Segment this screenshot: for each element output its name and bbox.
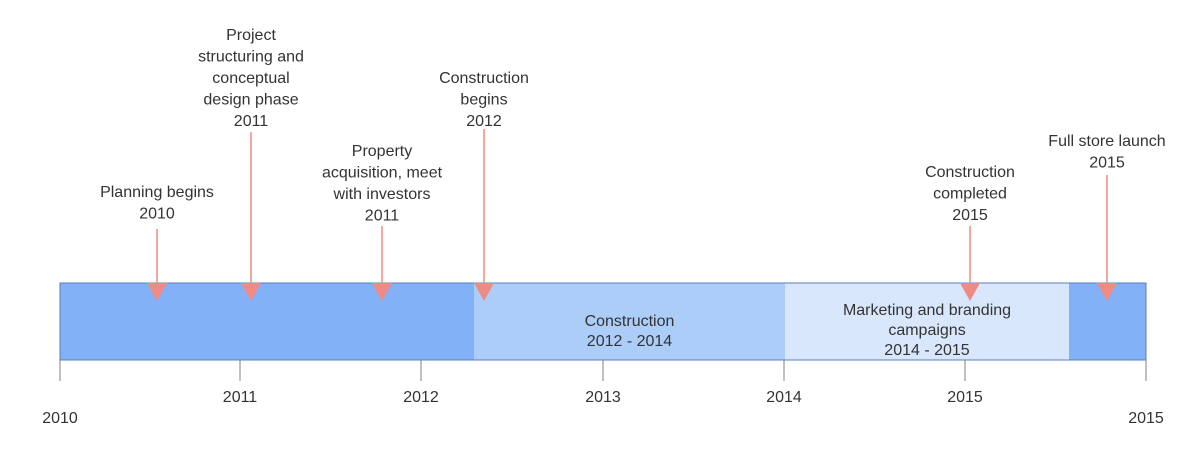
- phase-label-line: Construction: [585, 313, 675, 330]
- milestone-arrow-icon: [241, 283, 261, 301]
- milestone-label-line: 2010: [139, 206, 175, 223]
- milestone-label-line: begins: [460, 92, 507, 109]
- milestone-arrow-icon: [474, 283, 494, 301]
- phase-label-line: 2014 - 2015: [884, 342, 970, 359]
- phase-bar: [785, 283, 1069, 360]
- axis-label: 2015: [947, 389, 983, 406]
- milestone-label-line: Project: [226, 27, 276, 44]
- milestone-label-line: 2015: [952, 207, 988, 224]
- phase-bar: [60, 283, 474, 360]
- phase-label-line: 2012 - 2014: [587, 333, 673, 350]
- milestone-label-line: conceptual: [212, 70, 289, 87]
- axis-label: 2013: [585, 389, 621, 406]
- axis-label: 2012: [403, 389, 439, 406]
- milestone-label-line: 2012: [466, 113, 502, 130]
- phase-label-line: campaigns: [888, 322, 965, 339]
- milestone-label: Construction begins 2012: [439, 70, 529, 130]
- milestone-label-line: 2011: [234, 113, 269, 130]
- milestone-label-line: with investors: [333, 186, 431, 203]
- phase-label: Construction 2012 - 2014: [585, 313, 675, 350]
- milestone-label: Planning begins 2010: [100, 184, 214, 223]
- axis-label: 2014: [766, 389, 802, 406]
- milestone-arrow-icon: [147, 283, 167, 301]
- phase-label-line: Marketing and branding: [843, 302, 1011, 319]
- milestone-label-line: completed: [933, 186, 1007, 203]
- milestone-label: Construction completed 2015: [925, 164, 1015, 224]
- milestone-label-line: design phase: [203, 92, 298, 109]
- timeline-axis: 2010 2011 2012 2013 2014 2015 2015: [42, 360, 1164, 427]
- milestone-label: Project structuring and conceptual design p…: [198, 27, 304, 130]
- milestone-label-line: structuring and: [198, 49, 304, 66]
- phase-bars: Construction 2012 - 2014 Marketing and bra…: [59, 282, 1147, 361]
- axis-label: 2010: [42, 410, 78, 427]
- milestone-label-line: Property: [352, 143, 412, 160]
- phase-bar: [474, 283, 785, 360]
- axis-label: 2011: [223, 389, 258, 406]
- milestone-label-line: Construction: [439, 70, 529, 87]
- milestone-arrow-icon: [1097, 283, 1117, 301]
- axis-label: 2015: [1128, 410, 1164, 427]
- milestone-arrow-icon: [960, 283, 980, 301]
- milestone-arrow-icon: [372, 283, 392, 301]
- milestone-label-line: 2011: [365, 208, 400, 225]
- milestone-label-line: acquisition, meet: [322, 165, 443, 182]
- milestone-label-line: Planning begins: [100, 184, 214, 201]
- milestone-label-line: 2015: [1089, 155, 1125, 172]
- milestone-label: Full store launch 2015: [1048, 133, 1165, 172]
- milestone-label: Property acquisition, meet with investors 2…: [322, 143, 443, 225]
- milestone-label-line: Construction: [925, 164, 1015, 181]
- milestone-label-line: Full store launch: [1048, 133, 1165, 150]
- phase-label: Marketing and branding campaigns 2014 - 20…: [843, 302, 1011, 359]
- milestones: Planning begins 2010 Project structuring an…: [100, 27, 1166, 301]
